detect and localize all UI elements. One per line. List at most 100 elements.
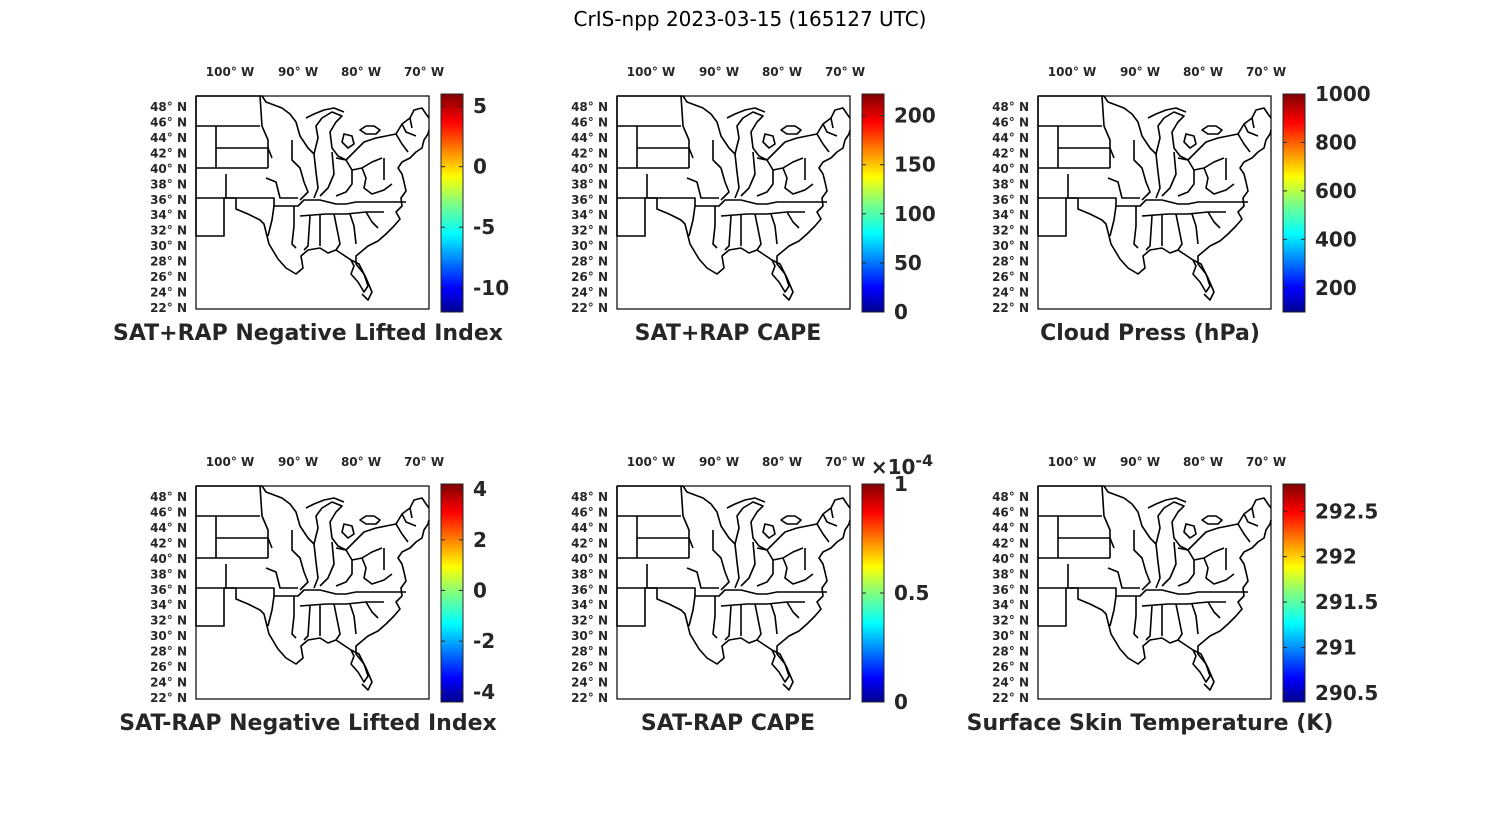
longitude-tick-label: 70° W bbox=[404, 455, 444, 469]
colorbar-tick-label: 0 bbox=[473, 578, 487, 602]
longitude-tick-label: 90° W bbox=[278, 65, 318, 79]
latitude-tick-label: 36° N bbox=[150, 193, 187, 207]
latitude-tick-label: 42° N bbox=[150, 146, 187, 160]
longitude-tick-label: 80° W bbox=[1183, 65, 1223, 79]
colorbar bbox=[440, 483, 464, 703]
longitude-tick-label: 80° W bbox=[341, 65, 381, 79]
latitude-tick-label: 28° N bbox=[992, 645, 1029, 659]
longitude-tick-label: 70° W bbox=[825, 455, 865, 469]
latitude-tick-label: 40° N bbox=[150, 552, 187, 566]
latitude-tick-label: 30° N bbox=[150, 239, 187, 253]
panel-title: SAT+RAP Negative Lifted Index bbox=[113, 321, 503, 346]
latitude-tick-label: 38° N bbox=[150, 177, 187, 191]
latitude-tick-label: 28° N bbox=[992, 255, 1029, 269]
longitude-tick-label: 100° W bbox=[206, 455, 254, 469]
colorbar-tick-label: 50 bbox=[894, 251, 922, 275]
latitude-tick-label: 30° N bbox=[571, 629, 608, 643]
latitude-tick-label: 40° N bbox=[571, 552, 608, 566]
latitude-tick-label: 28° N bbox=[571, 255, 608, 269]
longitude-tick-label: 100° W bbox=[1048, 65, 1096, 79]
longitude-tick-label: 80° W bbox=[762, 455, 802, 469]
latitude-tick-label: 32° N bbox=[571, 614, 608, 628]
latitude-tick-label: 24° N bbox=[571, 286, 608, 300]
colorbar-tick-label: 291.5 bbox=[1315, 590, 1378, 614]
longitude-tick-label: 90° W bbox=[699, 455, 739, 469]
latitude-tick-label: 28° N bbox=[150, 255, 187, 269]
latitude-tick-label: 28° N bbox=[571, 645, 608, 659]
longitude-tick-label: 70° W bbox=[1246, 65, 1286, 79]
latitude-tick-label: 26° N bbox=[150, 270, 187, 284]
latitude-tick-label: 36° N bbox=[992, 193, 1029, 207]
colorbar bbox=[861, 93, 885, 313]
latitude-tick-label: 32° N bbox=[571, 224, 608, 238]
map-panel: 100° W 90° W 80° W 70° W 48° N46° N 44° N42° … bbox=[113, 65, 509, 346]
latitude-tick-label: 24° N bbox=[992, 286, 1029, 300]
latitude-tick-label: 44° N bbox=[571, 131, 608, 145]
longitude-tick-label: 70° W bbox=[404, 65, 444, 79]
panel-title: SAT-RAP CAPE bbox=[641, 711, 815, 736]
latitude-tick-label: 44° N bbox=[150, 521, 187, 535]
colorbar-tick-label: 800 bbox=[1315, 130, 1357, 154]
latitude-tick-label: 38° N bbox=[571, 567, 608, 581]
latitude-tick-label: 46° N bbox=[992, 115, 1029, 129]
latitude-tick-label: 36° N bbox=[992, 583, 1029, 597]
latitude-tick-label: 34° N bbox=[571, 598, 608, 612]
colorbar-tick-label: 200 bbox=[894, 104, 936, 128]
colorbar-tick-label: -2 bbox=[473, 629, 495, 653]
colorbar bbox=[1282, 93, 1306, 313]
colorbar-tick-label: 0 bbox=[473, 155, 487, 179]
latitude-tick-label: 46° N bbox=[571, 505, 608, 519]
latitude-tick-label: 32° N bbox=[992, 614, 1029, 628]
colorbar-multiplier: ×10-4 bbox=[871, 451, 933, 479]
colorbar-tick-label: -10 bbox=[473, 276, 509, 300]
latitude-tick-label: 42° N bbox=[571, 536, 608, 550]
longitude-tick-label: 90° W bbox=[699, 65, 739, 79]
panel-title: SAT+RAP CAPE bbox=[635, 321, 822, 346]
longitude-tick-label: 100° W bbox=[627, 455, 675, 469]
latitude-tick-label: 36° N bbox=[571, 193, 608, 207]
latitude-tick-label: 34° N bbox=[150, 598, 187, 612]
colorbar-tick-label: 400 bbox=[1315, 227, 1357, 251]
latitude-tick-label: 36° N bbox=[150, 583, 187, 597]
latitude-tick-label: 26° N bbox=[992, 270, 1029, 284]
colorbar bbox=[440, 93, 464, 313]
latitude-tick-label: 34° N bbox=[150, 208, 187, 222]
colorbar-tick-label: 292.5 bbox=[1315, 499, 1378, 523]
figure-title: CrIS-npp 2023-03-15 (165127 UTC) bbox=[574, 7, 927, 31]
latitude-tick-label: 22° N bbox=[571, 691, 608, 705]
latitude-tick-label: 26° N bbox=[571, 660, 608, 674]
colorbar-tick-label: 4 bbox=[473, 477, 487, 501]
latitude-tick-label: 46° N bbox=[150, 115, 187, 129]
longitude-tick-label: 80° W bbox=[341, 455, 381, 469]
longitude-tick-label: 100° W bbox=[206, 65, 254, 79]
colorbar-tick-label: 1 bbox=[894, 472, 908, 496]
colorbar-tick-label: 292 bbox=[1315, 545, 1357, 569]
latitude-tick-label: 38° N bbox=[150, 567, 187, 581]
latitude-tick-label: 28° N bbox=[150, 645, 187, 659]
latitude-tick-label: 22° N bbox=[992, 301, 1029, 315]
latitude-tick-label: 40° N bbox=[992, 162, 1029, 176]
latitude-tick-label: 34° N bbox=[992, 208, 1029, 222]
latitude-tick-label: 38° N bbox=[992, 567, 1029, 581]
longitude-tick-label: 90° W bbox=[1120, 65, 1160, 79]
colorbar-tick-label: 2 bbox=[473, 528, 487, 552]
latitude-tick-label: 42° N bbox=[992, 536, 1029, 550]
latitude-tick-label: 44° N bbox=[571, 521, 608, 535]
latitude-tick-label: 46° N bbox=[992, 505, 1029, 519]
latitude-tick-label: 48° N bbox=[150, 100, 187, 114]
longitude-tick-label: 90° W bbox=[278, 455, 318, 469]
colorbar-tick-label: 290.5 bbox=[1315, 681, 1378, 705]
map-panel: 100° W 90° W 80° W 70° W 48° N46° N 44° N42° … bbox=[119, 455, 496, 736]
latitude-tick-label: 40° N bbox=[571, 162, 608, 176]
latitude-tick-label: 32° N bbox=[150, 224, 187, 238]
latitude-tick-label: 26° N bbox=[571, 270, 608, 284]
colorbar-tick-label: 150 bbox=[894, 153, 936, 177]
latitude-tick-label: 48° N bbox=[992, 100, 1029, 114]
colorbar-tick-label: 1000 bbox=[1315, 82, 1371, 106]
latitude-tick-label: 40° N bbox=[150, 162, 187, 176]
latitude-tick-label: 38° N bbox=[571, 177, 608, 191]
longitude-tick-label: 80° W bbox=[1183, 455, 1223, 469]
latitude-tick-label: 24° N bbox=[150, 286, 187, 300]
latitude-tick-label: 44° N bbox=[992, 521, 1029, 535]
